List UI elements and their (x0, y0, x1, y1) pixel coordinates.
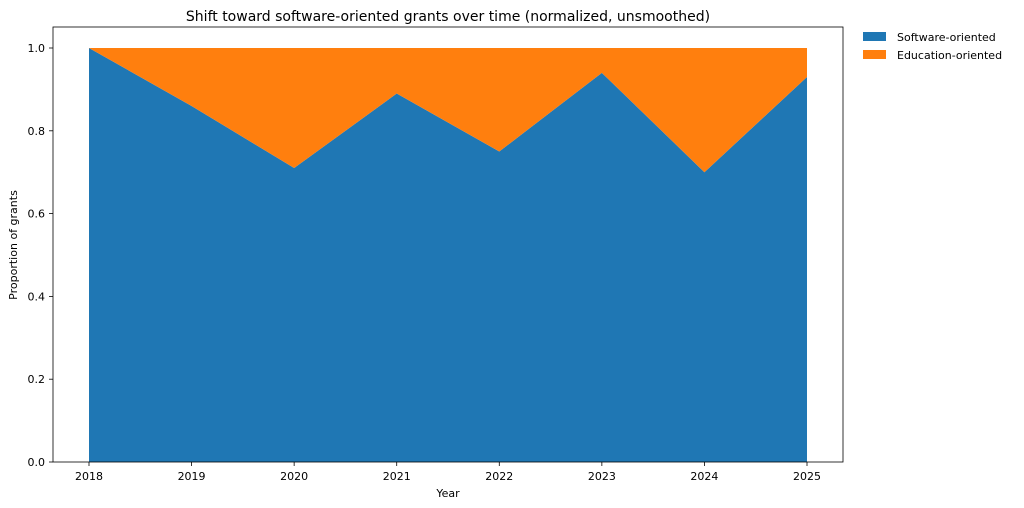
area-education-oriented (89, 48, 807, 173)
x-tick-label: 2023 (588, 470, 616, 483)
legend-swatch (863, 50, 886, 59)
y-axis-ticks: 0.0 0.2 0.4 0.6 0.8 1.0 (28, 42, 53, 469)
x-tick-label: 2022 (485, 470, 513, 483)
y-tick-label: 1.0 (28, 42, 46, 55)
area-software-oriented (89, 48, 807, 462)
x-tick-label: 2019 (178, 470, 206, 483)
y-axis-label: Proportion of grants (7, 190, 20, 300)
y-tick-label: 0.6 (28, 208, 46, 221)
x-axis-label: Year (435, 487, 460, 500)
y-tick-label: 0.8 (28, 125, 46, 138)
legend-label: Software-oriented (897, 31, 996, 44)
x-tick-label: 2025 (793, 470, 821, 483)
axes-frame (52, 26, 844, 463)
legend: Software-oriented Education-oriented (863, 31, 1002, 62)
y-tick-label: 0.2 (28, 373, 46, 386)
chart-title: Shift toward software-oriented grants ov… (186, 9, 710, 25)
y-tick-label: 0.0 (28, 456, 46, 469)
x-tick-label: 2024 (690, 470, 718, 483)
x-axis-ticks: 2018 2019 2020 2021 2022 2023 2024 2025 (75, 462, 821, 483)
x-tick-label: 2018 (75, 470, 103, 483)
x-tick-label: 2020 (280, 470, 308, 483)
legend-swatch (863, 32, 886, 41)
legend-label: Education-oriented (897, 49, 1002, 62)
plot-areas (89, 48, 807, 462)
x-tick-label: 2021 (383, 470, 411, 483)
y-tick-label: 0.4 (28, 290, 46, 303)
